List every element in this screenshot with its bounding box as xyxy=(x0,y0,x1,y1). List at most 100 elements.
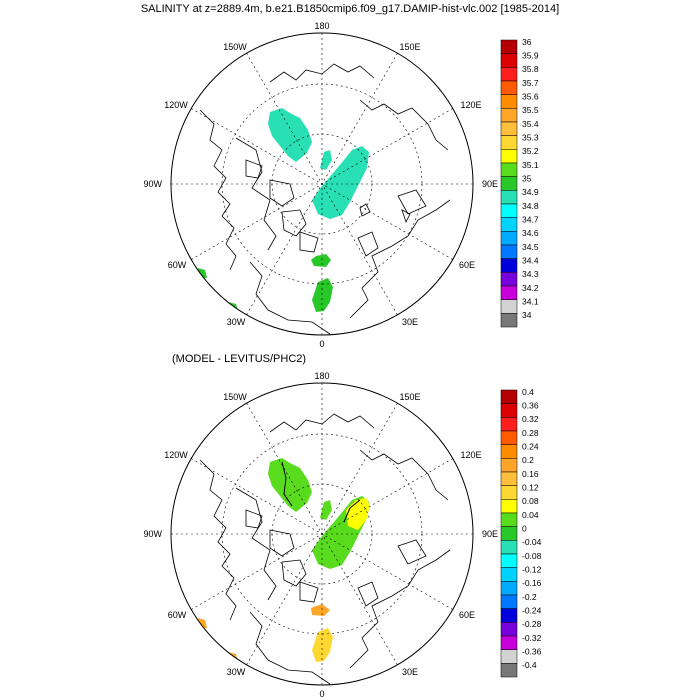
colorbar-swatch xyxy=(500,217,518,232)
colorbar-swatch xyxy=(500,285,518,300)
lon-90e: 90E xyxy=(482,529,498,539)
colorbar-label: -0.16 xyxy=(522,578,542,588)
colorbar-swatch xyxy=(500,149,518,164)
colorbar-label: 34.4 xyxy=(522,255,539,265)
colorbar-swatch xyxy=(500,231,518,246)
salinity-patch-central-arctic xyxy=(312,146,369,219)
colorbar-swatch xyxy=(500,203,518,218)
colorbar-swatch xyxy=(500,190,518,205)
diff-patch-positive-high xyxy=(346,498,370,530)
graticule xyxy=(171,33,473,335)
colorbar-swatch xyxy=(500,499,518,514)
colorbar-swatch xyxy=(500,458,518,473)
colorbar-difference: 0.4 0.36 0.32 0.28 0.24 0.2 0.16 0.12 0.08 0.04 0 -… xyxy=(500,387,542,678)
colorbar-label: 0.04 xyxy=(522,510,539,520)
colorbar-swatch xyxy=(500,663,518,678)
colorbar-swatch xyxy=(500,622,518,637)
colorbar-label: -0.4 xyxy=(522,660,537,670)
lon-120w: 120W xyxy=(164,100,188,110)
lon-60w: 60W xyxy=(168,260,187,270)
colorbar-label: 0.4 xyxy=(522,387,534,397)
lon-30e: 30E xyxy=(402,667,418,677)
colorbar-label: 35.4 xyxy=(522,119,539,129)
graticule-diff xyxy=(171,383,473,685)
lon-150w: 150W xyxy=(223,42,247,52)
colorbar-label: -0.24 xyxy=(522,605,542,615)
colorbar-label: 0.24 xyxy=(522,441,539,451)
colorbar-salinity: 36 35.9 35.8 35.7 35.6 35.5 35.4 35.3 35.2 35.1 35… xyxy=(500,37,539,328)
colorbar-swatch xyxy=(500,108,518,123)
colorbar-label: 35.8 xyxy=(522,64,539,74)
salinity-map: 180 150W 150E 120W 120E 90W 90E 60W 60E … xyxy=(143,21,538,349)
colorbar-label: 35.9 xyxy=(522,50,539,60)
colorbar-label: 35.5 xyxy=(522,105,539,115)
colorbar-label: -0.28 xyxy=(522,619,542,629)
colorbar-swatch xyxy=(500,540,518,555)
lon-120e: 120E xyxy=(460,450,481,460)
colorbar-label: 34.3 xyxy=(522,269,539,279)
colorbar-label: -0.36 xyxy=(522,646,542,656)
colorbar-label: 34.2 xyxy=(522,283,539,293)
colorbar-swatch xyxy=(500,567,518,582)
colorbar-swatch xyxy=(500,485,518,500)
lon-150e: 150E xyxy=(399,392,420,402)
lon-60e: 60E xyxy=(459,610,475,620)
colorbar-label: 36 xyxy=(522,37,532,47)
colorbar-swatch xyxy=(500,649,518,664)
salinity-patch-small-north xyxy=(320,150,332,170)
colorbar-label: -0.32 xyxy=(522,633,542,643)
lon-30w: 30W xyxy=(227,667,246,677)
lon-0: 0 xyxy=(319,689,324,699)
colorbar-label: 34.1 xyxy=(522,296,539,306)
lon-30w: 30W xyxy=(227,317,246,327)
colorbar-label: 0.16 xyxy=(522,469,539,479)
colorbar-swatch xyxy=(500,512,518,527)
salinity-patch-beaufort xyxy=(268,108,312,162)
colorbar-swatch xyxy=(500,94,518,109)
plot-title: SALINITY at z=2889.4m, b.e21.B1850cmip6.… xyxy=(141,3,559,15)
colorbar-swatch xyxy=(500,608,518,623)
lon-120w: 120W xyxy=(164,450,188,460)
coastlines xyxy=(199,63,451,335)
difference-map: 180 150W 150E 120W 120E 90W 90E 60W 60E … xyxy=(143,371,541,699)
coastlines-diff xyxy=(199,413,451,685)
colorbar-swatch xyxy=(500,53,518,68)
colorbar-swatch xyxy=(500,162,518,177)
colorbar-label: 0.28 xyxy=(522,428,539,438)
difference-subtitle: (MODEL - LEVITUS/PHC2) xyxy=(172,353,306,365)
diff-patch-fram-north xyxy=(311,604,330,616)
colorbar-swatch xyxy=(500,430,518,445)
colorbar-swatch xyxy=(500,313,518,328)
colorbar-label: 0.12 xyxy=(522,482,539,492)
lon-180: 180 xyxy=(314,371,329,381)
lon-90w: 90W xyxy=(143,179,162,189)
colorbar-label: -0.04 xyxy=(522,537,542,547)
colorbar-label: 0.32 xyxy=(522,414,539,424)
lon-90w: 90W xyxy=(143,529,162,539)
colorbar-swatch xyxy=(500,176,518,191)
colorbar-label: 35.1 xyxy=(522,160,539,170)
colorbar-label: -0.12 xyxy=(522,564,542,574)
colorbar-label: 34.6 xyxy=(522,228,539,238)
colorbar-label: -0.08 xyxy=(522,551,542,561)
colorbar-swatch xyxy=(500,258,518,273)
colorbar-swatch xyxy=(500,417,518,432)
colorbar-label: 34 xyxy=(522,310,532,320)
diff-patch-beaufort xyxy=(268,458,312,512)
lon-60e: 60E xyxy=(459,260,475,270)
colorbar-swatch xyxy=(500,403,518,418)
lon-90e: 90E xyxy=(482,179,498,189)
colorbar-swatch xyxy=(500,389,518,404)
colorbar-swatch xyxy=(500,272,518,287)
lon-180: 180 xyxy=(314,21,329,31)
longitude-labels-diff: 180 150W 150E 120W 120E 90W 90E 60W 60E … xyxy=(143,371,498,699)
colorbar-swatch xyxy=(500,581,518,596)
colorbar-swatch xyxy=(500,39,518,54)
colorbar-label: 35.2 xyxy=(522,146,539,156)
colorbar-swatch xyxy=(500,594,518,609)
longitude-labels: 180 150W 150E 120W 120E 90W 90E 60W 60E … xyxy=(143,21,498,349)
colorbar-label: 35.7 xyxy=(522,78,539,88)
colorbar-swatch xyxy=(500,299,518,314)
salinity-patch-fram-south xyxy=(312,278,333,312)
